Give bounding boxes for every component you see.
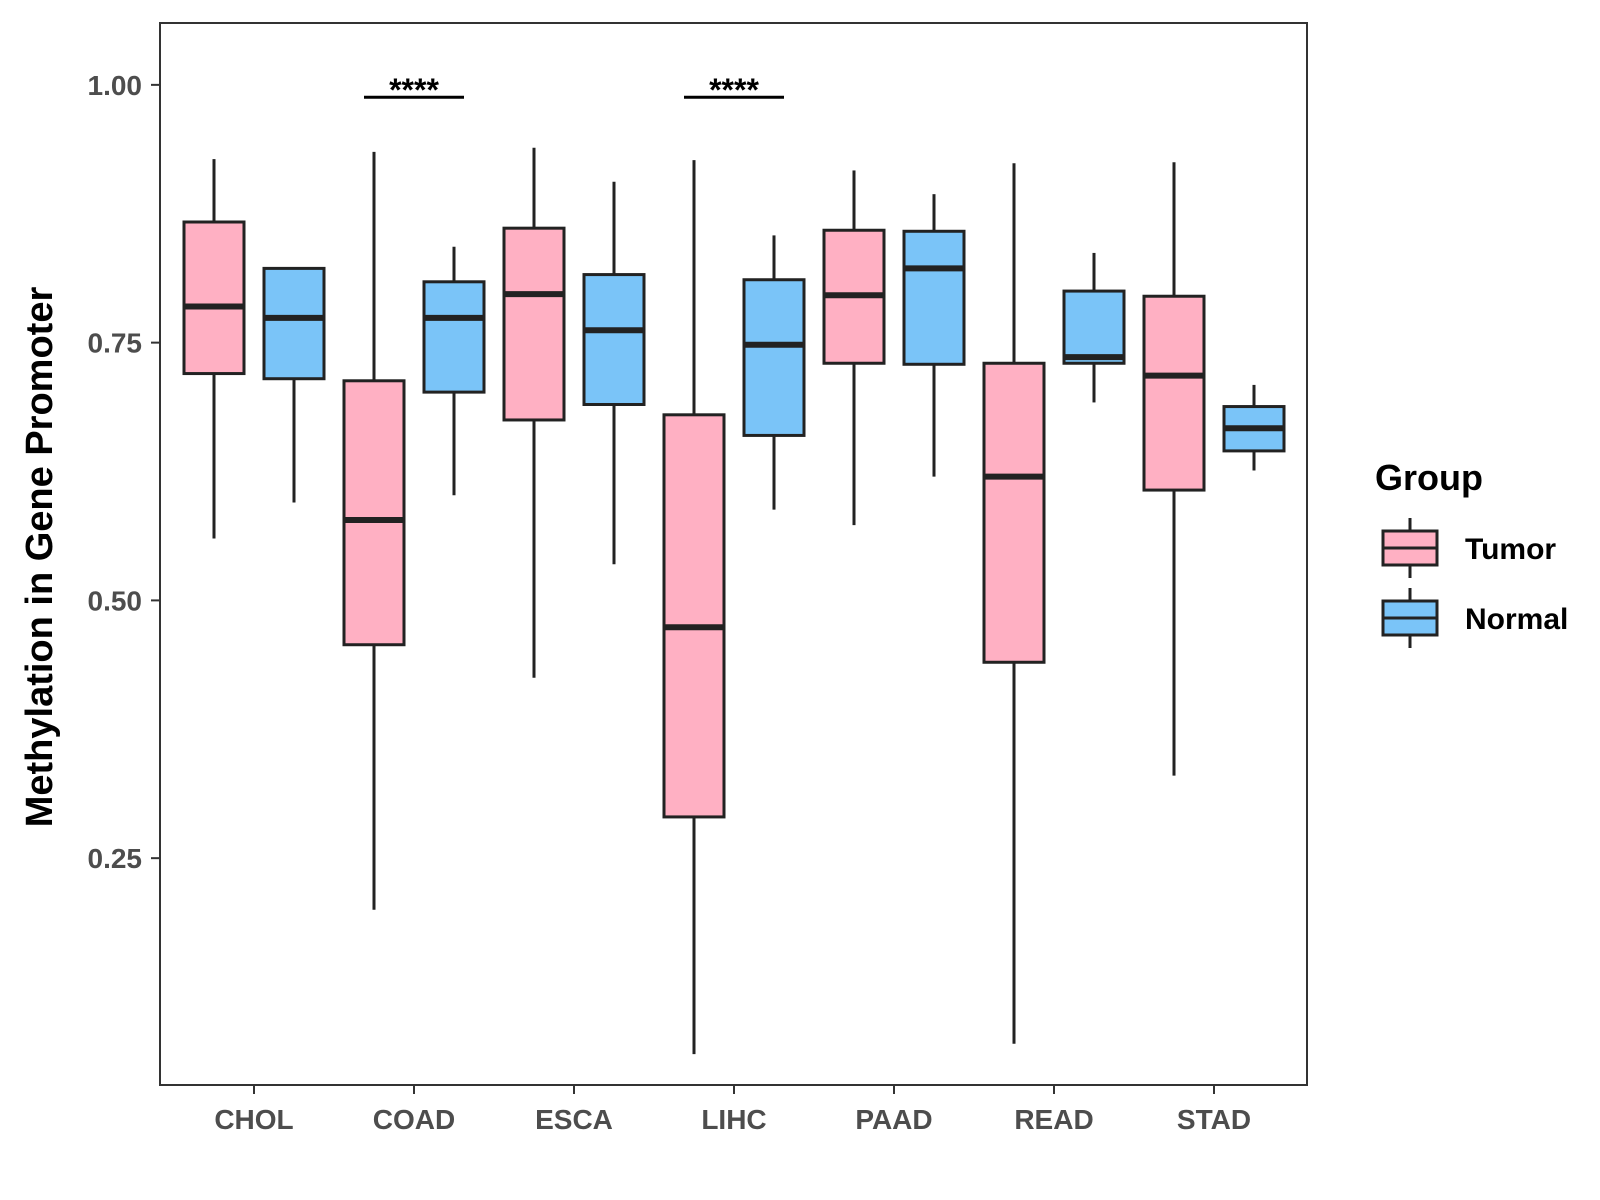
y-tick-label: 0.75 <box>88 328 143 359</box>
significance-label: **** <box>709 72 759 108</box>
box-normal-esca <box>582 181 646 565</box>
x-tick-label: READ <box>1014 1104 1093 1135</box>
x-tick-label: COAD <box>373 1104 455 1135</box>
box-tumor-read <box>982 163 1046 1044</box>
box-body <box>1142 294 1206 492</box>
box-normal-chol <box>262 266 326 503</box>
x-tick-label: ESCA <box>535 1104 613 1135</box>
box-body <box>502 226 566 422</box>
x-tick-label: CHOL <box>214 1104 293 1135</box>
box-normal-stad <box>1222 384 1286 471</box>
y-tick-label: 0.25 <box>88 843 143 874</box>
box-body <box>902 229 966 366</box>
box-tumor-lihc <box>662 160 726 1055</box>
box-body <box>742 278 806 437</box>
significance-coad: **** <box>364 72 464 108</box>
y-axis: 0.25 0.50 0.75 1.00 <box>88 70 160 874</box>
y-tick-label: 0.50 <box>88 585 143 616</box>
legend-item-tumor: Tumor <box>1381 518 1556 578</box>
box-normal-paad <box>902 194 966 477</box>
plot-panel-border <box>159 22 1308 1086</box>
box-tumor-esca <box>502 147 566 678</box>
significance-lihc: **** <box>684 72 784 108</box>
box-body <box>1062 289 1126 365</box>
box-body <box>262 266 326 381</box>
box-tumor-stad <box>1142 162 1206 776</box>
box-body <box>582 273 646 406</box>
legend-label: Normal <box>1465 603 1568 636</box>
y-axis-label: Methylation in Gene Promoter <box>19 287 61 828</box>
legend-items: Tumor Normal <box>1381 518 1568 648</box>
box-body <box>662 413 726 819</box>
box-body <box>982 361 1046 664</box>
box-body <box>182 220 246 376</box>
box-tumor-paad <box>822 170 886 526</box>
x-tick-label: LIHC <box>701 1104 766 1135</box>
legend-item-normal: Normal <box>1381 588 1568 648</box>
x-tick-label: STAD <box>1177 1104 1251 1135</box>
box-tumor-coad <box>342 151 406 910</box>
legend-title: Group <box>1375 457 1483 498</box>
x-axis: CHOL COAD ESCA LIHC PAAD READ STAD <box>214 1085 1251 1135</box>
plot-content: **** **** <box>182 72 1286 1055</box>
legend-label: Tumor <box>1465 533 1556 566</box>
significance-label: **** <box>389 72 439 108</box>
legend: Group Tumor Normal <box>1375 457 1568 648</box>
box-tumor-chol <box>182 159 246 539</box>
box-normal-lihc <box>742 235 806 510</box>
y-tick-label: 1.00 <box>88 70 143 101</box>
box-body <box>342 379 406 647</box>
box-body <box>422 280 486 394</box>
box-normal-read <box>1062 252 1126 403</box>
x-tick-label: PAAD <box>855 1104 932 1135</box>
box-normal-coad <box>422 246 486 496</box>
